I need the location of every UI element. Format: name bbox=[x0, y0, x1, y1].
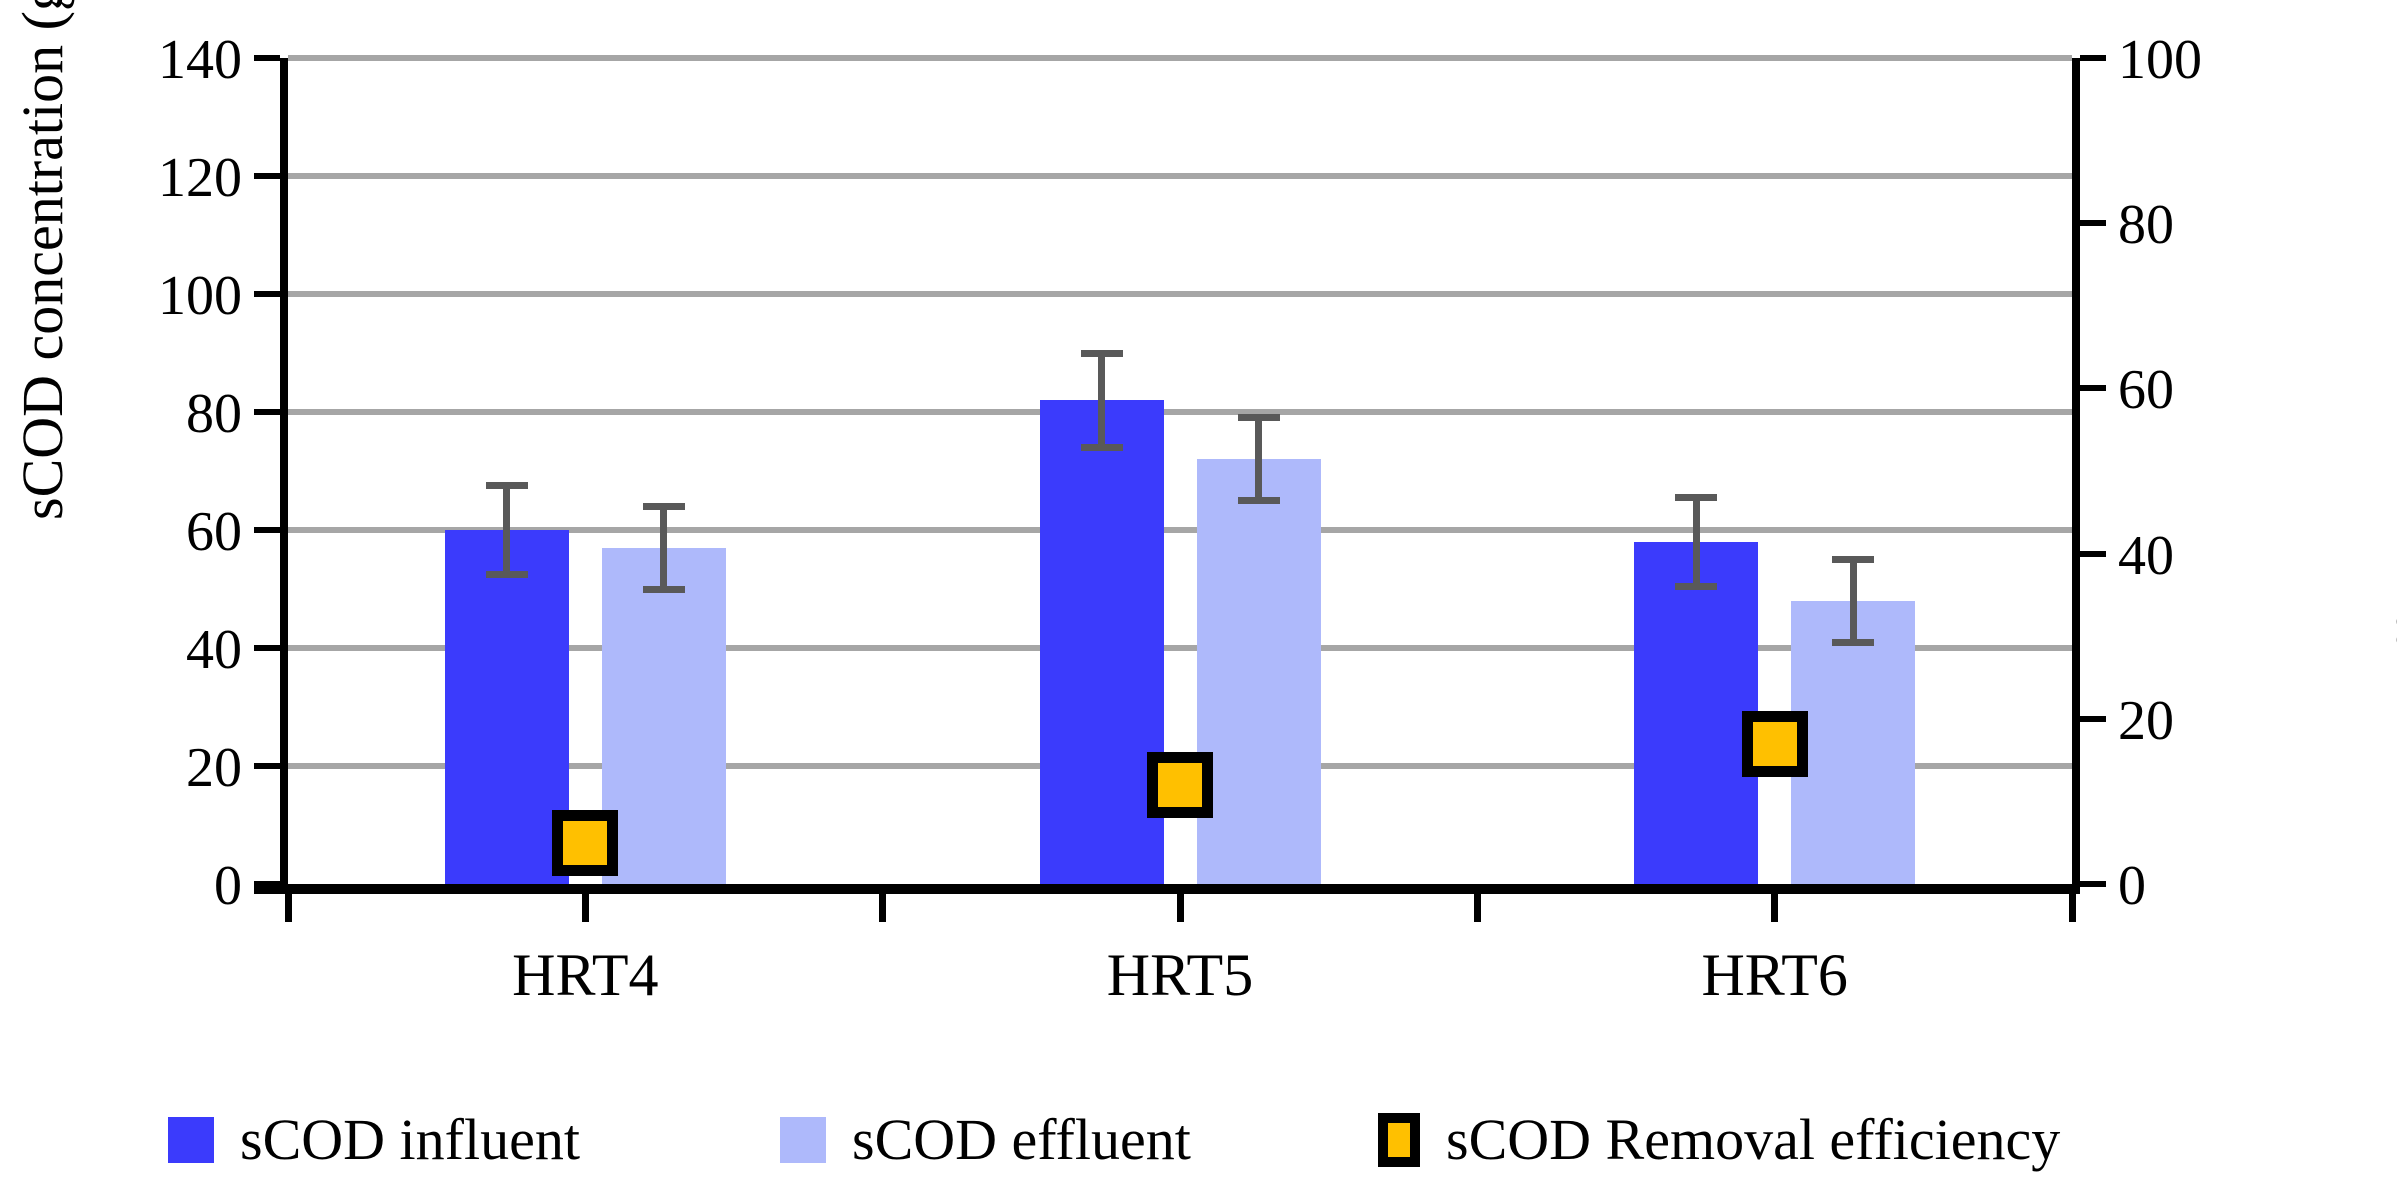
legend-label-influent: sCOD influent bbox=[240, 1107, 580, 1172]
legend-marker-removal-efficiency bbox=[1378, 1113, 1420, 1167]
marker-removal-efficiency-HRT4 bbox=[552, 809, 619, 876]
x-axis-tick-4 bbox=[1473, 894, 1481, 922]
legend-item-influent: sCOD influent bbox=[168, 1108, 580, 1172]
left-axis-title: sCOD concentration (g.L⁻¹) bbox=[10, 0, 75, 520]
error-bar-stem-sCOD-influent-HRT6 bbox=[1692, 497, 1700, 587]
right-axis-tick-60 bbox=[2080, 385, 2106, 392]
legend-swatch-influent bbox=[168, 1117, 214, 1163]
error-bar-stem-sCOD-influent-HRT4 bbox=[503, 485, 511, 575]
x-axis-tick-2 bbox=[879, 894, 887, 922]
error-bar-cap-top-sCOD-influent-HRT4 bbox=[485, 482, 528, 490]
x-axis-tick-6 bbox=[2068, 894, 2076, 922]
left-axis-tick-label-60: 60 bbox=[186, 501, 242, 563]
left-axis-tick-20 bbox=[254, 763, 280, 769]
left-axis-tick-120 bbox=[254, 173, 280, 179]
bar-sCOD-effluent-HRT5 bbox=[1196, 459, 1321, 884]
gridline-60 bbox=[288, 527, 2072, 533]
left-axis-tick-80 bbox=[254, 409, 280, 415]
left-axis-tick-label-80: 80 bbox=[186, 383, 242, 445]
left-axis-line bbox=[280, 58, 288, 884]
legend-swatch-effluent bbox=[780, 1117, 826, 1163]
right-axis-tick-label-100: 100 bbox=[2118, 29, 2202, 91]
gridline-120 bbox=[288, 173, 2072, 179]
x-axis-category-label-HRT4: HRT4 bbox=[512, 942, 659, 1008]
x-axis-tick-0 bbox=[284, 894, 292, 922]
x-axis-tick-3 bbox=[1176, 894, 1184, 922]
error-bar-cap-top-sCOD-effluent-HRT5 bbox=[1237, 414, 1280, 422]
error-bar-cap-bottom-sCOD-influent-HRT6 bbox=[1675, 582, 1718, 590]
right-axis-tick-label-20: 20 bbox=[2118, 689, 2174, 752]
right-axis-tick-0 bbox=[2080, 881, 2106, 887]
x-axis-category-label-HRT6: HRT6 bbox=[1701, 942, 1848, 1008]
error-bar-stem-sCOD-effluent-HRT6 bbox=[1849, 559, 1857, 643]
right-axis-line bbox=[2072, 58, 2080, 884]
right-axis-tick-label-60: 60 bbox=[2118, 359, 2174, 422]
error-bar-cap-bottom-sCOD-effluent-HRT5 bbox=[1237, 497, 1280, 504]
error-bar-cap-top-sCOD-influent-HRT6 bbox=[1675, 494, 1718, 502]
left-axis-tick-60 bbox=[254, 527, 280, 533]
error-bar-cap-top-sCOD-influent-HRT5 bbox=[1080, 349, 1123, 357]
right-axis-tick-100 bbox=[2080, 55, 2106, 61]
bar-sCOD-influent-HRT6 bbox=[1634, 541, 1759, 884]
left-axis-tick-140 bbox=[254, 55, 280, 61]
left-axis-tick-label-40: 40 bbox=[186, 619, 242, 681]
legend-label-removal-efficiency: sCOD Removal efficiency bbox=[1446, 1107, 2061, 1172]
error-bar-cap-top-sCOD-effluent-HRT4 bbox=[642, 502, 685, 510]
bar-sCOD-influent-HRT5 bbox=[1039, 400, 1164, 884]
x-axis-line bbox=[254, 884, 2080, 894]
left-axis-tick-label-20: 20 bbox=[186, 737, 242, 799]
left-axis-tick-0 bbox=[254, 881, 280, 887]
error-bar-cap-bottom-sCOD-influent-HRT5 bbox=[1080, 443, 1123, 451]
error-bar-cap-bottom-sCOD-effluent-HRT6 bbox=[1832, 638, 1875, 646]
left-axis-tick-label-100: 100 bbox=[158, 265, 242, 327]
legend-label-effluent: sCOD effluent bbox=[852, 1107, 1191, 1172]
right-axis-tick-label-40: 40 bbox=[2118, 524, 2174, 587]
left-axis-tick-label-120: 120 bbox=[158, 147, 242, 209]
error-bar-stem-sCOD-effluent-HRT5 bbox=[1255, 417, 1262, 501]
bar-sCOD-effluent-HRT6 bbox=[1791, 600, 1916, 884]
legend-item-effluent: sCOD effluent bbox=[780, 1108, 1191, 1172]
right-axis-tick-label-0: 0 bbox=[2118, 855, 2146, 917]
gridline-40 bbox=[288, 645, 2072, 651]
gridline-80 bbox=[288, 409, 2072, 415]
error-bar-cap-bottom-sCOD-influent-HRT4 bbox=[485, 570, 528, 578]
bar-sCOD-influent-HRT4 bbox=[444, 530, 569, 884]
left-axis-tick-100 bbox=[254, 291, 280, 297]
right-axis-tick-20 bbox=[2080, 715, 2106, 722]
x-axis-category-label-HRT5: HRT5 bbox=[1106, 942, 1254, 1008]
right-axis-tick-label-80: 80 bbox=[2118, 194, 2174, 257]
right-axis-tick-80 bbox=[2080, 220, 2106, 227]
legend-item-removal-efficiency: sCOD Removal efficiency bbox=[1378, 1108, 2060, 1172]
x-axis-tick-1 bbox=[581, 894, 589, 922]
left-axis-tick-label-0: 0 bbox=[214, 855, 242, 917]
error-bar-cap-top-sCOD-effluent-HRT6 bbox=[1832, 556, 1875, 563]
error-bar-stem-sCOD-effluent-HRT4 bbox=[660, 506, 668, 589]
bar-sCOD-effluent-HRT4 bbox=[601, 547, 726, 884]
right-axis-title: Removal efficiency (%) bbox=[2386, 348, 2397, 905]
gridline-140 bbox=[288, 55, 2072, 61]
error-bar-cap-bottom-sCOD-effluent-HRT4 bbox=[642, 585, 685, 593]
error-bar-stem-sCOD-influent-HRT5 bbox=[1098, 353, 1105, 448]
right-axis-tick-40 bbox=[2080, 550, 2106, 557]
marker-removal-efficiency-HRT6 bbox=[1741, 710, 1808, 777]
marker-removal-efficiency-HRT5 bbox=[1147, 751, 1213, 818]
x-axis-tick-5 bbox=[1771, 894, 1779, 922]
left-axis-tick-40 bbox=[254, 645, 280, 651]
left-axis-tick-label-140: 140 bbox=[158, 29, 242, 91]
gridline-100 bbox=[288, 291, 2072, 297]
